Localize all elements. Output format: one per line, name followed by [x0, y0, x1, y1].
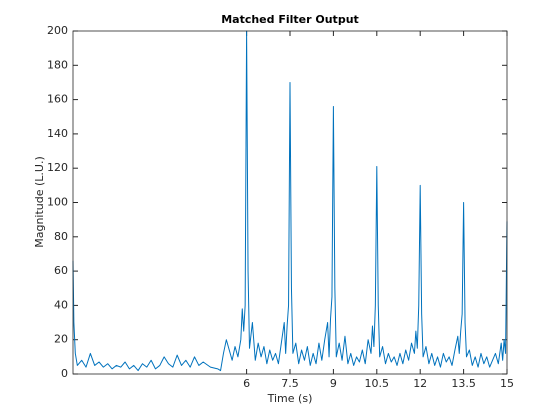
line-series: [72, 30, 508, 372]
y-axis-label: Magnitude (L.U.): [33, 156, 46, 248]
x-tick-label: 6: [243, 377, 250, 390]
y-tick-label: 140: [47, 127, 68, 140]
y-tick-label: 200: [47, 24, 68, 37]
x-axis-label: Time (s): [267, 392, 313, 405]
chart-title: Matched Filter Output: [221, 13, 359, 26]
y-tick-label: 20: [54, 333, 68, 346]
x-tick-label: 9: [330, 377, 337, 390]
x-tick-label: 13.5: [451, 377, 476, 390]
plot-frame: [72, 30, 508, 375]
x-tick-label: 10.5: [365, 377, 390, 390]
x-tick-label: 7.5: [281, 377, 299, 390]
y-tick-label: 80: [54, 230, 68, 243]
y-tick-label: 60: [54, 264, 68, 277]
y-tick-label: 0: [61, 367, 68, 380]
y-tick-label: 120: [47, 161, 68, 174]
y-tick-label: 180: [47, 58, 68, 71]
x-tick-label: 15: [500, 377, 514, 390]
x-tick-label: 12: [413, 377, 427, 390]
y-tick-label: 100: [47, 196, 68, 209]
y-tick-label: 160: [47, 93, 68, 106]
y-tick-label: 40: [54, 298, 68, 311]
